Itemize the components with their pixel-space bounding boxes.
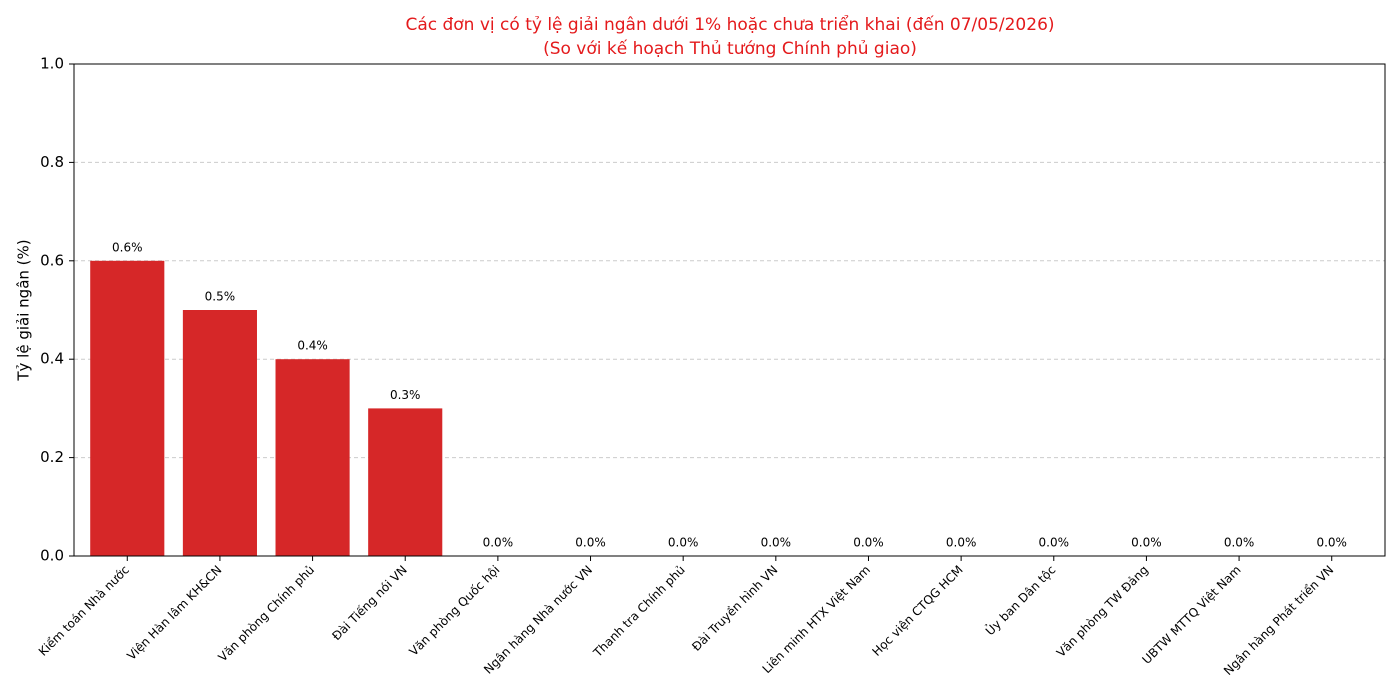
x-tick-label: Ngân hàng Nhà nước VN [481, 563, 595, 677]
x-tick-label: UBTW MTTQ Việt Nam [1140, 563, 1244, 667]
value-label: 0.0% [853, 536, 884, 550]
x-tick-label: Viện Hàn lâm KH&CN [124, 563, 224, 663]
value-label: 0.6% [112, 240, 143, 254]
bar [90, 260, 165, 556]
bar [182, 310, 257, 556]
chart-subtitle: (So với kế hoạch Thủ tướng Chính phủ gia… [543, 38, 917, 59]
x-tick-label: Đài Tiếng nói VN [329, 563, 409, 643]
value-label: 0.0% [668, 536, 699, 550]
x-tick-label: Học viện CTQG HCM [870, 563, 966, 659]
x-tick-label: Đài Truyền hình VN [689, 563, 780, 654]
x-tick-label: Kiểm toán Nhà nước [36, 563, 132, 659]
x-tick-label: Liên minh HTX Việt Nam [760, 563, 873, 676]
y-tick-label: 0.8 [40, 153, 64, 171]
y-tick-label: 0.0 [40, 547, 64, 565]
x-tick-label: Văn phòng Chính phủ [216, 563, 318, 665]
value-label: 0.4% [297, 339, 328, 353]
value-label: 0.0% [483, 536, 514, 550]
value-label: 0.0% [1131, 536, 1162, 550]
value-label: 0.0% [946, 536, 977, 550]
value-label: 0.5% [205, 290, 236, 304]
y-axis-label: Tỷ lệ giải ngân (%) [15, 239, 33, 381]
value-label: 0.0% [1316, 536, 1347, 550]
value-label: 0.0% [1039, 536, 1070, 550]
y-tick-label: 0.2 [40, 448, 64, 466]
bar [368, 408, 443, 556]
x-tick-label: Văn phòng Quốc hội [407, 563, 503, 659]
value-label: 0.0% [761, 536, 792, 550]
x-tick-label: Ủy ban Dân tộc [981, 561, 1058, 638]
x-tick-label: Thanh tra Chính phủ [590, 563, 688, 661]
value-label: 0.0% [575, 536, 606, 550]
y-tick-label: 0.6 [40, 251, 64, 269]
chart-title: Các đơn vị có tỷ lệ giải ngân dưới 1% ho… [405, 14, 1054, 35]
y-tick-label: 1.0 [40, 55, 64, 73]
x-tick-label: Ngân hàng Phát triển VN [1221, 563, 1336, 678]
y-tick-label: 0.4 [40, 350, 64, 368]
bar [275, 359, 350, 556]
value-label: 0.3% [390, 388, 421, 402]
x-tick-label: Văn phòng TW Đảng [1054, 563, 1151, 660]
value-label: 0.0% [1224, 536, 1255, 550]
plot-frame [73, 63, 1386, 557]
